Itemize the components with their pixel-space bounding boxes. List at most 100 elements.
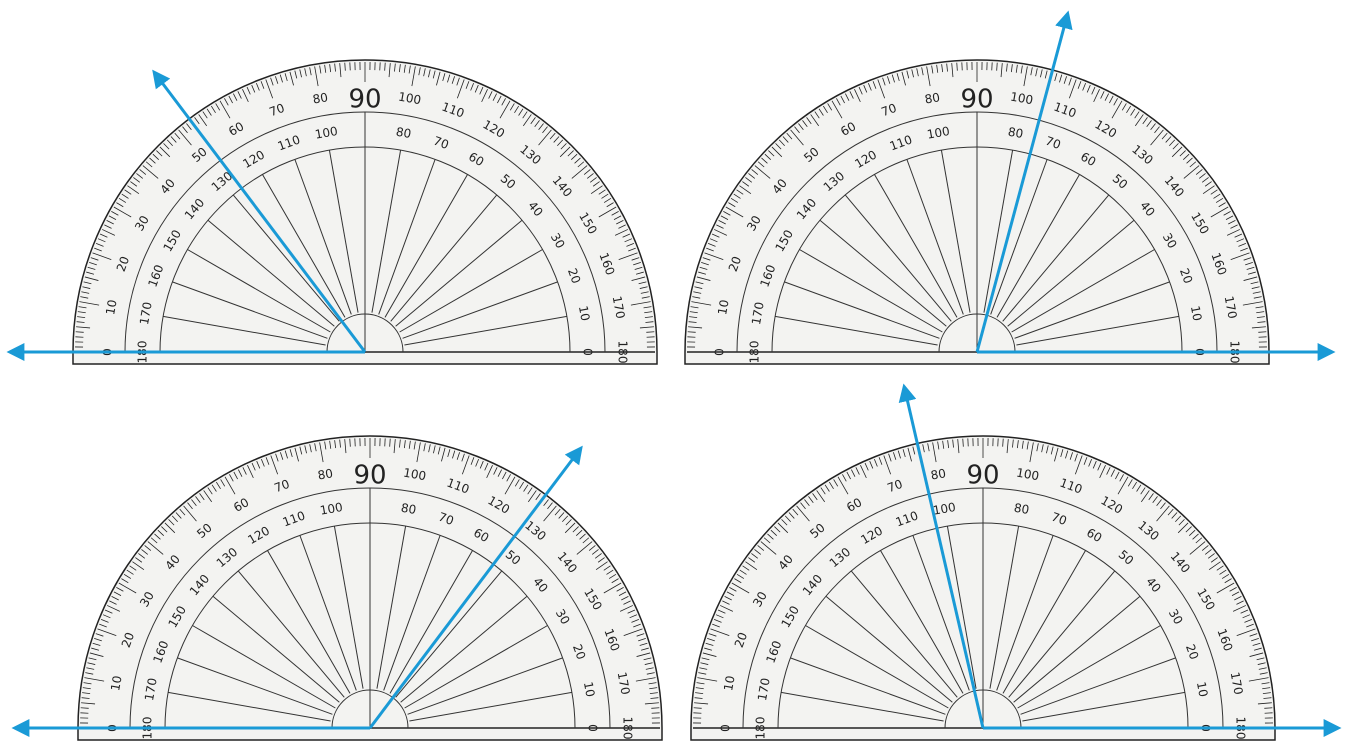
degree-tick xyxy=(748,557,756,563)
degree-tick xyxy=(275,453,279,462)
degree-tick xyxy=(1249,633,1258,637)
outer-label: 100 xyxy=(1009,90,1034,108)
radial-line xyxy=(192,625,336,709)
degree-tick xyxy=(757,161,765,168)
degree-tick xyxy=(1165,136,1172,143)
degree-tick xyxy=(124,189,132,195)
degree-tick xyxy=(1238,242,1247,247)
degree-tick xyxy=(922,444,925,453)
radial-line xyxy=(333,526,364,689)
degree-tick xyxy=(1262,692,1271,695)
degree-tick xyxy=(289,71,294,86)
degree-tick xyxy=(156,150,163,157)
degree-tick xyxy=(1088,458,1093,467)
degree-tick xyxy=(649,692,658,695)
degree-tick xyxy=(844,93,850,101)
degree-tick xyxy=(768,150,775,157)
radial-line xyxy=(1017,625,1161,709)
degree-tick xyxy=(726,591,735,596)
degree-tick xyxy=(141,549,149,555)
radial-line xyxy=(805,625,949,709)
degree-tick xyxy=(1026,441,1029,450)
degree-tick xyxy=(1246,266,1255,270)
degree-tick xyxy=(1029,442,1034,463)
inner-label: 10 xyxy=(1188,305,1204,322)
degree-tick xyxy=(649,687,658,690)
degree-tick xyxy=(224,476,236,495)
degree-tick xyxy=(339,63,342,78)
radial-line xyxy=(850,570,958,698)
degree-tick xyxy=(1189,161,1197,168)
degree-tick xyxy=(947,440,950,449)
inner-label: 80 xyxy=(1007,125,1024,141)
degree-tick xyxy=(85,672,94,675)
degree-tick xyxy=(901,71,906,86)
degree-tick xyxy=(349,438,351,447)
degree-tick xyxy=(644,311,653,314)
degree-tick xyxy=(731,582,750,594)
radial-line xyxy=(1013,595,1141,703)
degree-tick xyxy=(650,697,659,699)
degree-tick xyxy=(102,614,111,619)
degree-tick xyxy=(1253,647,1262,651)
degree-tick xyxy=(1069,452,1073,460)
degree-tick xyxy=(1192,533,1199,540)
degree-tick xyxy=(1126,105,1132,114)
degree-tick xyxy=(470,457,475,465)
degree-tick xyxy=(694,697,703,699)
degree-tick xyxy=(1213,193,1221,199)
degree-tick xyxy=(770,529,778,536)
degree-tick xyxy=(864,462,869,471)
degree-tick xyxy=(695,692,704,695)
degree-tick xyxy=(118,582,137,594)
degree-tick xyxy=(147,541,164,555)
degree-tick xyxy=(691,301,712,306)
degree-tick xyxy=(634,266,643,270)
degree-tick xyxy=(808,496,814,504)
radial-line xyxy=(790,657,946,715)
degree-tick xyxy=(603,197,612,203)
degree-tick xyxy=(1177,522,1189,534)
degree-tick xyxy=(299,69,302,78)
outer-label: 60 xyxy=(226,119,246,139)
inner-label: 70 xyxy=(1050,510,1069,528)
degree-tick xyxy=(1201,177,1209,183)
degree-tick xyxy=(754,549,762,555)
degree-tick xyxy=(384,62,386,71)
degree-tick xyxy=(251,462,256,471)
degree-tick xyxy=(1063,76,1067,84)
degree-tick xyxy=(102,229,116,236)
degree-tick xyxy=(645,667,654,670)
degree-tick xyxy=(638,638,646,642)
center-label: 90 xyxy=(966,461,999,491)
degree-tick xyxy=(152,153,160,160)
outer-label: 170 xyxy=(1228,671,1246,696)
degree-tick xyxy=(215,103,221,111)
degree-tick xyxy=(474,84,479,93)
degree-tick xyxy=(891,74,895,83)
radial-line xyxy=(390,194,498,322)
inner-label: 80 xyxy=(400,501,417,517)
degree-tick xyxy=(952,439,954,448)
degree-tick xyxy=(1210,557,1218,563)
degree-tick xyxy=(418,67,421,76)
outer-label: 70 xyxy=(879,101,898,119)
degree-tick xyxy=(618,224,626,229)
degree-tick xyxy=(781,519,788,526)
degree-tick xyxy=(304,445,307,454)
degree-tick xyxy=(1142,117,1148,125)
degree-tick xyxy=(1100,91,1105,99)
degree-tick xyxy=(270,77,274,86)
degree-tick xyxy=(804,499,810,507)
degree-tick xyxy=(631,618,640,623)
degree-tick xyxy=(109,600,117,605)
degree-tick xyxy=(725,206,744,218)
degree-tick xyxy=(530,117,536,125)
degree-tick xyxy=(111,595,119,601)
degree-tick xyxy=(692,296,701,299)
degree-tick xyxy=(514,105,520,114)
degree-tick xyxy=(1110,469,1116,477)
degree-tick xyxy=(788,512,795,519)
degree-tick xyxy=(99,233,108,238)
